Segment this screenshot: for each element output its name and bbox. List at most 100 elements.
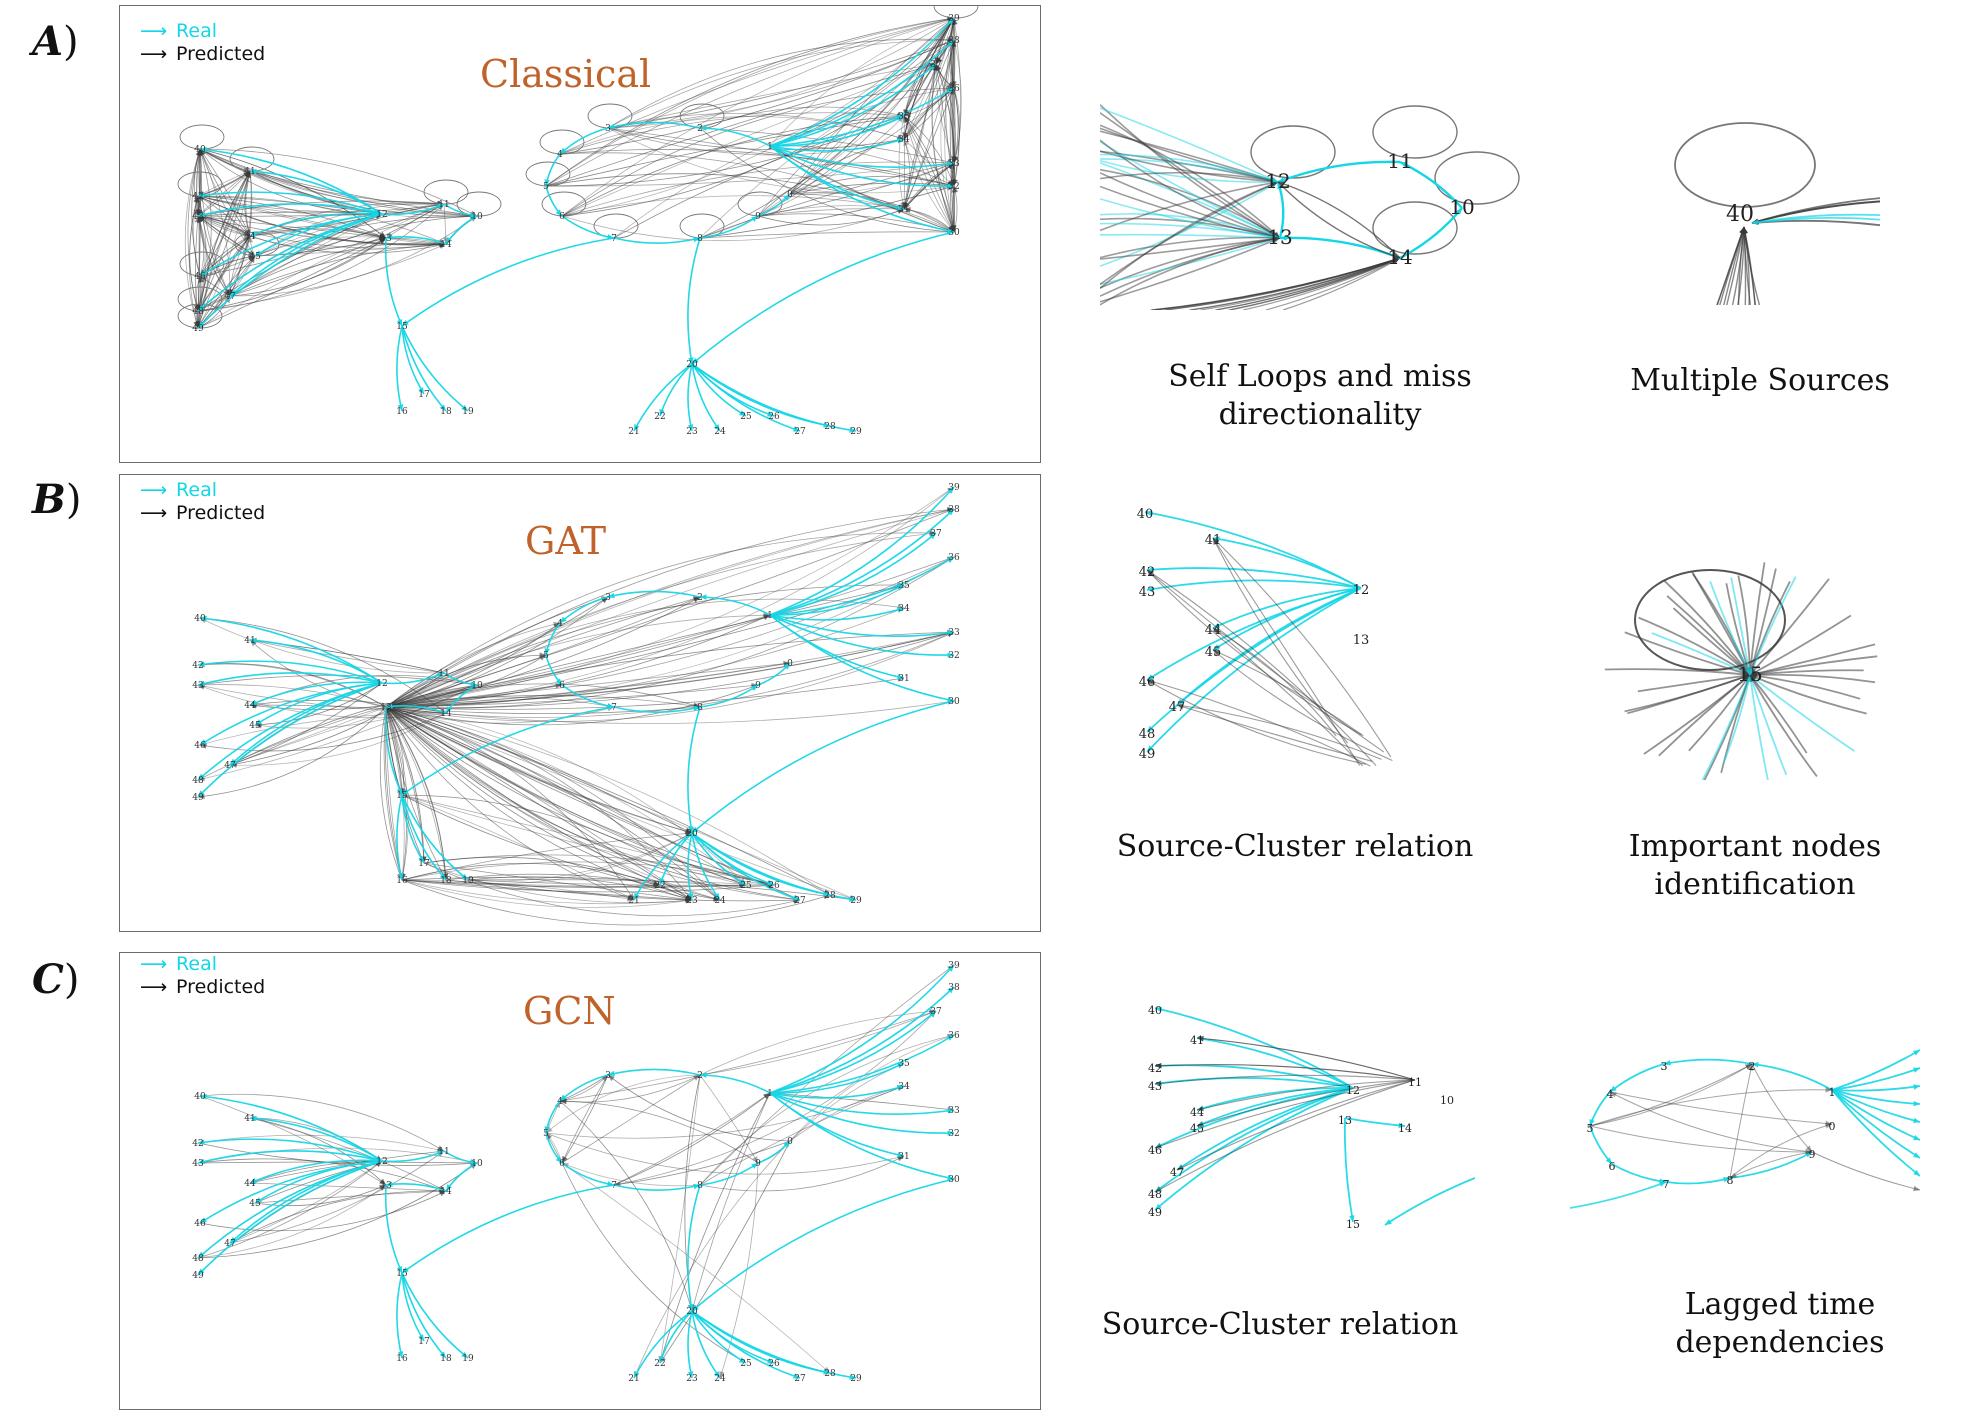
node-label-22: 22: [654, 412, 665, 422]
real-edge: [1832, 1068, 1920, 1090]
real-edge: [402, 238, 614, 326]
node-label-6: 6: [559, 681, 565, 691]
node-label-10: 10: [471, 1159, 483, 1169]
node-label-7: 7: [1663, 1178, 1670, 1191]
node-label-22: 22: [654, 881, 665, 891]
node-label-32: 32: [948, 182, 959, 192]
predicted-edge: [700, 1075, 758, 1163]
node-label-13: 13: [1353, 633, 1370, 648]
real-edge: [1610, 1064, 1664, 1092]
predicted-edge: [546, 18, 954, 186]
node-label-34: 34: [898, 1082, 910, 1092]
real-edge: [1345, 1118, 1405, 1126]
node-label-45: 45: [249, 252, 261, 262]
node-label-42: 42: [192, 192, 203, 202]
node-label-2: 2: [697, 593, 703, 603]
real-edge: [198, 1161, 382, 1275]
predicted-edge: [198, 1161, 382, 1275]
predicted-edge: [1812, 1152, 1920, 1190]
node-label-4: 4: [557, 150, 563, 160]
node-label-36: 36: [948, 553, 960, 563]
method-title: Classical: [480, 52, 651, 96]
node-label-10: 10: [1449, 195, 1474, 219]
node-label-33: 33: [948, 1106, 960, 1116]
node-label-24: 24: [714, 1374, 726, 1384]
real-edge: [1278, 162, 1400, 182]
node-label-8: 8: [697, 234, 703, 244]
node-label-29: 29: [850, 427, 862, 437]
method-title: GAT: [525, 519, 606, 563]
node-label-14: 14: [440, 1187, 452, 1197]
node-label-45: 45: [1205, 645, 1222, 660]
node-label-42: 42: [1148, 1062, 1162, 1075]
node-label-41: 41: [244, 1114, 255, 1124]
real-edge: [1730, 1152, 1812, 1178]
real-edge: [1147, 580, 1361, 590]
node-label-40: 40: [1137, 507, 1154, 522]
predicted-edge: [1730, 1064, 1752, 1178]
node-label-0: 0: [787, 659, 793, 669]
node-label-12: 12: [376, 210, 387, 220]
node-label-15: 15: [396, 1269, 408, 1279]
predicted-edge: [562, 1075, 608, 1163]
node-label-30: 30: [948, 1175, 960, 1185]
node-label-49: 49: [192, 793, 204, 803]
node-label-14: 14: [440, 709, 452, 719]
legend: ⟶ Real ⟶ Predicted: [140, 20, 265, 66]
real-edge: [1345, 1118, 1353, 1222]
real-edge: [1664, 1060, 1752, 1064]
node-label-11: 11: [438, 200, 449, 210]
node-label-17: 17: [418, 1337, 430, 1347]
node-label-47: 47: [1169, 700, 1186, 715]
node-label-39: 39: [948, 961, 960, 971]
node-label-31: 31: [898, 205, 909, 215]
predicted-edge: [1155, 1080, 1415, 1192]
predicted-edge: [1610, 1092, 1812, 1152]
real-edge: [1612, 1164, 1666, 1182]
node-label-12: 12: [376, 679, 387, 689]
node-label-38: 38: [948, 505, 960, 515]
node-label-37: 37: [930, 529, 942, 539]
node-label-2: 2: [1749, 1060, 1756, 1073]
node-label-25: 25: [740, 881, 752, 891]
node-label-41: 41: [1190, 1034, 1204, 1047]
node-label-44: 44: [244, 701, 256, 711]
node-label-41: 41: [244, 636, 255, 646]
predicted-edge: [386, 632, 954, 707]
node-label-31: 31: [898, 674, 909, 684]
node-label-12: 12: [1346, 1084, 1360, 1097]
node-label-6: 6: [559, 212, 565, 222]
node-label-47: 47: [224, 761, 236, 771]
predicted-edge: [546, 18, 954, 186]
node-label-48: 48: [192, 1254, 204, 1264]
node-label-1: 1: [767, 1089, 773, 1099]
node-label-35: 35: [898, 1059, 910, 1069]
node-label-13: 13: [380, 1181, 392, 1191]
node-label-42: 42: [1139, 565, 1156, 580]
node-label-8: 8: [697, 1181, 703, 1191]
predicted-edge: [386, 632, 954, 708]
real-edge: [688, 707, 700, 833]
node-label-9: 9: [755, 1159, 761, 1169]
node-label-28: 28: [824, 1369, 836, 1379]
predicted-edge: [200, 1094, 444, 1151]
node-label-36: 36: [948, 84, 960, 94]
node-label-42: 42: [192, 661, 203, 671]
node-label-1: 1: [767, 142, 773, 152]
caption-source-cluster-gcn: Source-Cluster relation: [1075, 1306, 1485, 1344]
predicted-edge: [700, 1035, 954, 1185]
node-label-11: 11: [1387, 149, 1412, 173]
self-loop: [1373, 106, 1457, 158]
predicted-edge: [1164, 258, 1400, 310]
node-label-28: 28: [824, 422, 836, 432]
node-label-9: 9: [1809, 1148, 1816, 1161]
node-label-48: 48: [192, 776, 204, 786]
self-loop: [1435, 152, 1519, 204]
node-label-20: 20: [686, 829, 698, 839]
self-loop: [1635, 570, 1785, 670]
node-label-5: 5: [543, 1129, 549, 1139]
node-label-19: 19: [462, 407, 474, 417]
node-label-1: 1: [1829, 1086, 1836, 1099]
node-label-6: 6: [559, 1159, 565, 1169]
